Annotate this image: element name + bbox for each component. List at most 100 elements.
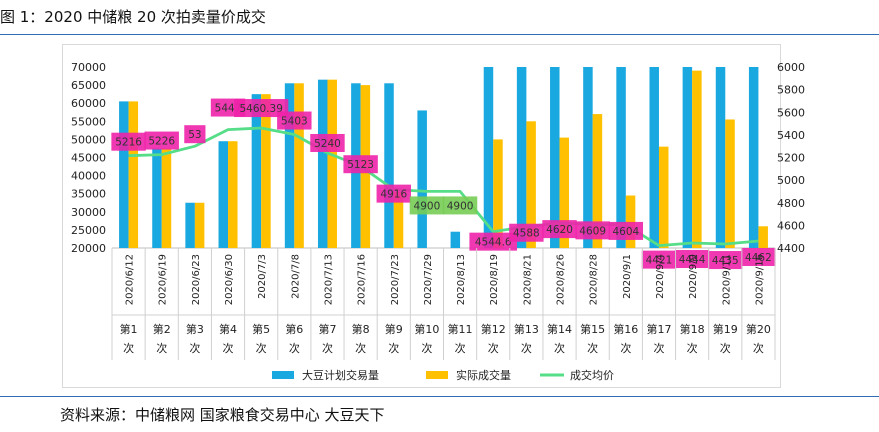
legend-item: 实际成交量 [426, 368, 511, 382]
price-label-box [509, 223, 544, 242]
price-label-text: 4421 [646, 255, 673, 267]
legend-swatch [426, 371, 448, 379]
left-axis-tick: 70000 [71, 61, 106, 74]
x-date-label: 2020/8/26 [556, 254, 567, 305]
right-axis-tick: 5000 [777, 174, 805, 187]
round-label-top: 第15 [580, 322, 605, 336]
price-data-label: 4544.6 [469, 232, 518, 251]
round-label-bottom: 次 [123, 341, 134, 355]
planned-volume-bar [185, 202, 195, 248]
round-label-bottom: 次 [322, 341, 333, 355]
price-label-text: 5460.39 [239, 103, 282, 115]
bottom-divider [0, 396, 879, 397]
right-axis-tick: 5800 [777, 84, 805, 97]
right-axis-tick: 6000 [777, 61, 805, 74]
legend-label: 大豆计划交易量 [302, 368, 379, 382]
price-label-box [234, 99, 289, 118]
price-data-label: 5216 [111, 132, 146, 151]
left-axis-tick: 50000 [71, 133, 106, 146]
round-label-top: 第14 [547, 322, 572, 336]
planned-volume-bar [682, 67, 693, 248]
price-label-text: 4444 [679, 254, 706, 266]
price-label-box [277, 111, 312, 130]
legend-item: 大豆计划交易量 [272, 368, 379, 382]
legend-label: 成交均价 [570, 368, 614, 382]
actual-volume-bar [592, 114, 603, 248]
planned-volume-bar [152, 148, 162, 248]
price-data-label: 4604 [608, 221, 644, 240]
right-axis-tick: 4400 [777, 242, 805, 255]
actual-volume-bar [327, 79, 337, 248]
x-date-label: 2020/8/19 [489, 254, 500, 305]
left-axis-tick: 30000 [71, 206, 106, 219]
actual-volume-bar [725, 119, 735, 249]
price-label-text: 5123 [347, 159, 374, 171]
planned-volume-bar [616, 67, 626, 248]
planned-volume-bar [450, 231, 461, 248]
round-label-bottom: 次 [687, 341, 698, 355]
price-label-box [442, 196, 478, 215]
price-data-label: 4900 [442, 196, 478, 215]
price-label-text: 4900 [447, 200, 474, 212]
planned-volume-bar [284, 83, 295, 248]
actual-volume-bar [261, 94, 271, 249]
planned-volume-bar [483, 67, 494, 248]
price-data-label: 5460.39 [234, 99, 289, 118]
figure-title: 图 1：2020 中储粮 20 次拍卖量价成交 [0, 8, 266, 26]
x-date-label: 2020/7/29 [423, 254, 434, 305]
right-axis-tick: 4600 [777, 219, 805, 232]
right-axis-tick: 5200 [777, 152, 805, 165]
price-label-text: 4604 [612, 226, 639, 238]
price-label-text: 4588 [513, 228, 540, 240]
round-label-bottom: 次 [355, 341, 366, 355]
price-label-text: 5226 [148, 136, 175, 148]
round-label-bottom: 次 [189, 341, 200, 355]
planned-volume-bar [649, 67, 659, 248]
x-date-label: 2020/9/9 [688, 254, 699, 299]
x-date-label: 2020/6/12 [125, 254, 136, 305]
price-data-label: 5226 [144, 131, 179, 150]
actual-volume-bar [393, 191, 404, 248]
price-data-label: 53 [184, 125, 206, 144]
price-label-box [409, 196, 445, 215]
price-data-label: 4444 [674, 250, 710, 269]
right-axis-tick: 5400 [777, 129, 805, 142]
round-label-bottom: 次 [421, 341, 432, 355]
price-label-box [542, 220, 577, 239]
price-data-label: 5403 [277, 111, 312, 130]
x-date-label: 2020/8/13 [456, 254, 467, 305]
x-date-label: 2020/9/1 [622, 254, 633, 299]
price-data-label: 4916 [376, 184, 411, 203]
round-label-bottom: 次 [620, 341, 631, 355]
legend-item: 成交均价 [540, 368, 614, 382]
left-axis-tick: 20000 [71, 242, 106, 255]
left-axis-tick: 35000 [71, 188, 106, 201]
planned-volume-bar [317, 79, 328, 248]
price-data-label: 4609 [575, 221, 610, 240]
round-label-top: 第3 [186, 322, 204, 336]
actual-volume-bar [758, 226, 768, 248]
round-label-bottom: 次 [653, 341, 664, 355]
x-date-label: 2020/6/30 [224, 254, 235, 305]
actual-volume-bar [658, 146, 669, 248]
planned-volume-bar [119, 101, 129, 248]
price-label-box [343, 155, 378, 174]
x-date-label: 2020/7/8 [290, 254, 301, 299]
round-label-top: 第5 [252, 322, 270, 336]
price-label-text: 4900 [414, 200, 441, 212]
round-label-top: 第12 [481, 322, 506, 336]
price-label-box [184, 125, 206, 144]
price-label-box [111, 132, 146, 151]
round-label-bottom: 次 [488, 341, 499, 355]
x-date-label: 2020/8/28 [589, 254, 600, 305]
planned-volume-bar [583, 67, 593, 248]
round-label-top: 第8 [352, 322, 370, 336]
actual-volume-bar [128, 101, 139, 248]
price-data-label: 4435 [708, 251, 743, 270]
actual-volume-bar [161, 148, 172, 248]
round-label-bottom: 次 [753, 341, 764, 355]
round-label-top: 第10 [414, 322, 439, 336]
right-axis-tick: 4800 [777, 197, 805, 210]
price-data-label: 5123 [343, 155, 378, 174]
